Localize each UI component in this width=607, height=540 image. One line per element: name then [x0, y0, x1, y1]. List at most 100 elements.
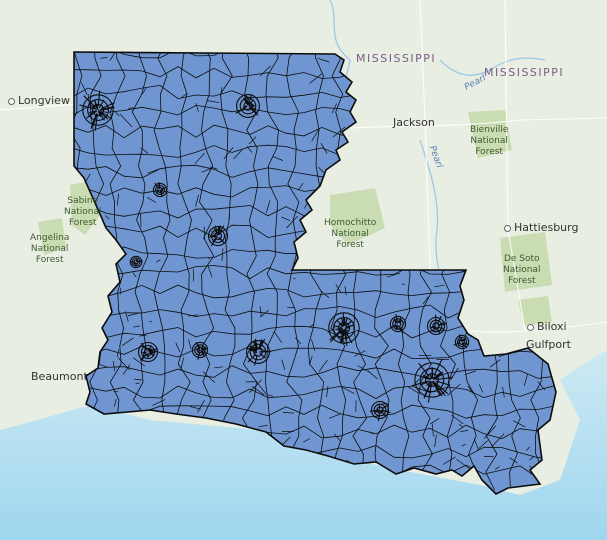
forest-label-angelina: Angelina National Forest — [30, 233, 70, 265]
urban-tract-boundary — [98, 111, 102, 117]
urban-tract-ring — [133, 259, 139, 265]
urban-tract-boundary — [426, 376, 432, 380]
tract-boundary-segment — [341, 386, 355, 394]
tract-boundary-segment — [200, 346, 203, 349]
forest-area-angelina — [38, 218, 66, 255]
tract-boundary-segment — [116, 349, 120, 357]
forest-area-homochitto — [330, 188, 385, 245]
urban-tract-ring — [414, 362, 450, 398]
urban-tract-ring — [253, 347, 263, 357]
urban-tract-ring — [191, 341, 209, 359]
tract-boundary-segment — [223, 146, 234, 160]
tract-boundary-segment — [259, 310, 269, 318]
urban-tract-ring — [82, 94, 114, 126]
urban-tract-ring — [239, 97, 257, 115]
tract-boundary-segment — [491, 433, 505, 447]
tract-boundary-segment — [335, 284, 342, 293]
urban-tract-ring — [196, 346, 204, 354]
city-label-longview: Longview — [8, 94, 70, 107]
urban-tract-boundary — [377, 412, 381, 422]
urban-tract-boundary — [249, 106, 257, 114]
urban-tract-ring — [376, 406, 384, 414]
urban-tract-boundary — [436, 376, 453, 381]
urban-tract-boundary — [420, 380, 431, 386]
tract-boundary-segment — [246, 146, 253, 153]
urban-tract-boundary — [427, 384, 432, 403]
tract-boundary-segment — [221, 248, 224, 261]
tract-boundary-segment — [295, 337, 302, 344]
tract-boundary-segment — [116, 193, 119, 206]
urban-tract-boundary — [343, 317, 346, 326]
forest-label-bienville: Bienville National Forest — [470, 125, 509, 157]
tract-boundary-segment — [188, 314, 199, 317]
tract-boundary-segment — [265, 393, 274, 397]
tract-boundary-segment — [256, 382, 266, 394]
tract-boundary-segment — [220, 87, 223, 96]
tract-boundary-segment — [207, 100, 220, 104]
forest-label-sabine: Sabine National Forest — [64, 196, 102, 228]
tract-boundary-segment — [461, 443, 466, 447]
tract-boundary-segment — [128, 107, 135, 109]
city-label-biloxi: Biloxi — [527, 320, 567, 333]
tract-boundary-segment — [249, 347, 263, 350]
city-label-gulfport: Gulfport — [526, 338, 571, 351]
tract-boundary-segment — [329, 413, 341, 419]
tract-boundary-segment — [109, 52, 116, 61]
urban-tract-boundary — [79, 104, 95, 110]
tract-boundary-segment — [81, 82, 88, 96]
tract-boundary-segment — [282, 412, 294, 414]
tract-boundary-segment — [114, 399, 117, 407]
urban-tract-boundary — [99, 111, 109, 120]
urban-tract-ring — [454, 334, 470, 350]
tract-boundary-segment — [327, 327, 336, 333]
urban-tract-ring — [210, 228, 226, 244]
tract-boundary-segment — [133, 325, 140, 328]
urban-tract-boundary — [100, 111, 111, 119]
urban-tract-boundary — [378, 410, 381, 413]
tract-boundary-segment — [379, 403, 388, 405]
urban-tract-ring — [194, 344, 206, 356]
tract-boundary-vertical — [264, 52, 279, 491]
tract-boundary-segment — [406, 385, 420, 395]
urban-tract-boundary — [330, 330, 342, 343]
tract-boundary-segment — [140, 147, 149, 154]
urban-tract-ring — [425, 373, 439, 387]
urban-tract-ring — [87, 99, 109, 121]
tract-boundary-segment — [502, 386, 505, 398]
tract-boundary-segment — [194, 152, 205, 164]
urban-tract-ring — [394, 320, 402, 328]
tract-boundary-segment — [149, 320, 153, 323]
urban-tract-boundary — [438, 323, 447, 327]
tract-boundary-segment — [265, 200, 271, 214]
tract-boundary-segment — [207, 264, 213, 278]
pearl-river — [439, 57, 546, 76]
tract-boundary-segment — [104, 215, 110, 220]
tract-boundary-segment — [233, 149, 243, 160]
tract-boundary-segment — [248, 136, 257, 145]
tract-boundary-segment — [134, 378, 143, 381]
tract-boundary-segment — [529, 456, 534, 461]
urban-tract-boundary — [94, 114, 98, 131]
tract-boundary-segment — [114, 110, 120, 117]
tract-boundary-segment — [142, 87, 147, 95]
tract-boundary-segment — [281, 216, 291, 221]
tract-boundary-segment — [340, 322, 352, 327]
tract-boundary-segment — [478, 384, 484, 393]
tract-boundary-segment — [367, 370, 378, 380]
urban-tract-boundary — [248, 99, 254, 106]
tract-boundary-horizontal — [74, 365, 556, 379]
tract-boundary-vertical — [199, 52, 215, 491]
city-marker-icon — [527, 323, 534, 331]
tract-boundary-segment — [326, 386, 329, 398]
tract-boundary-segment — [297, 182, 304, 191]
tract-boundary-segment — [369, 431, 374, 435]
city-label-hattiesburg: Hattiesburg — [504, 221, 578, 234]
urban-tract-boundary — [398, 325, 404, 334]
urban-tract-ring — [426, 316, 446, 336]
tract-boundary-segment — [258, 425, 268, 428]
tract-boundary-segment — [201, 167, 212, 173]
tract-boundary-segment — [451, 414, 464, 425]
urban-tract-ring — [152, 182, 168, 198]
